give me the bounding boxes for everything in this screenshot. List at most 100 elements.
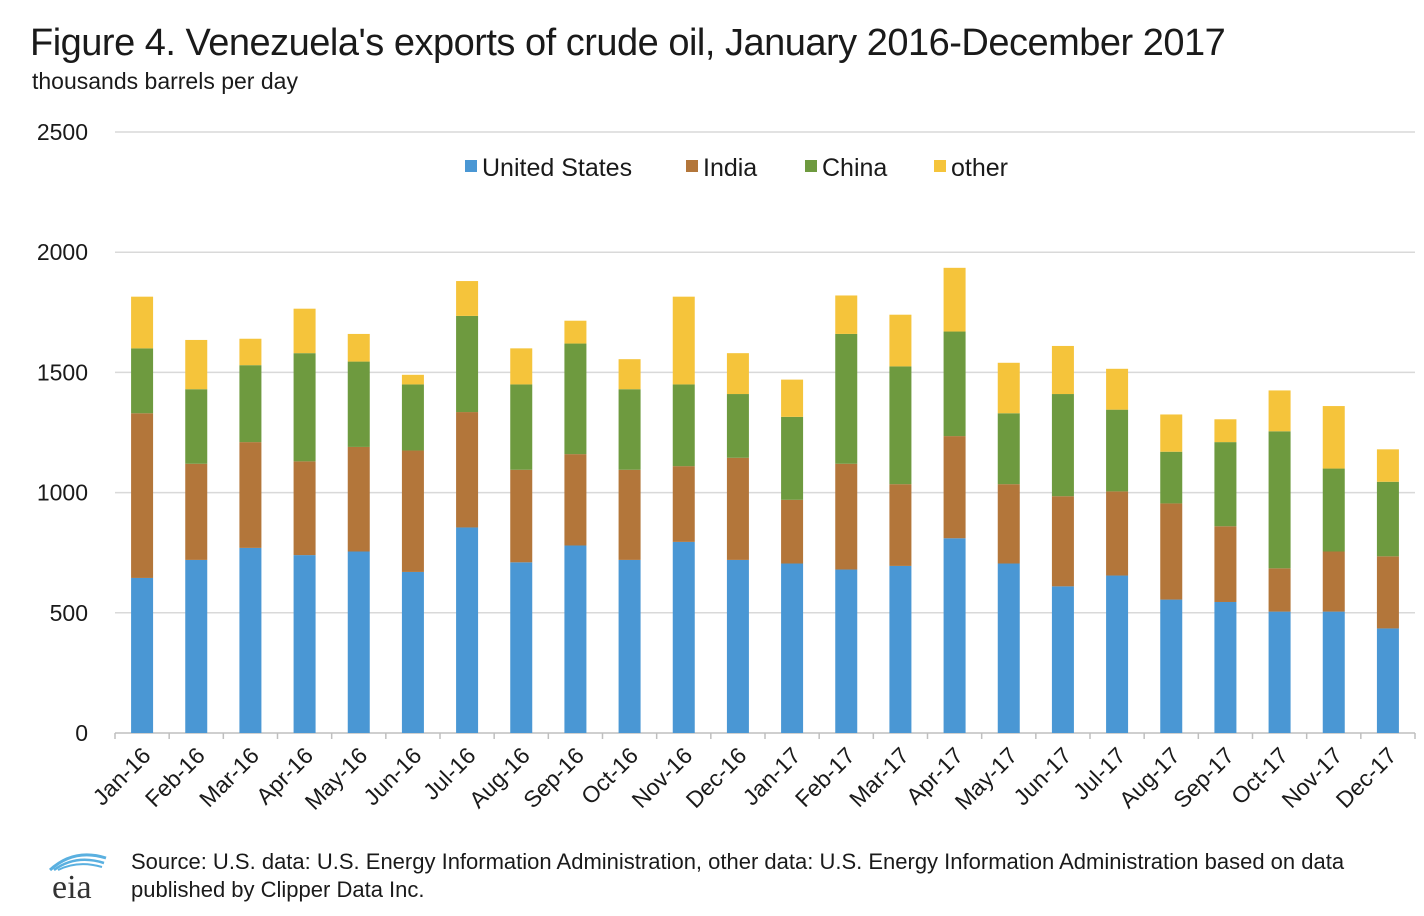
x-tick-label: Jun-17: [1008, 742, 1076, 810]
bar-segment-united-states: [1322, 611, 1345, 733]
legend-swatch-china: [805, 160, 817, 172]
bar-segment-china: [1376, 481, 1399, 557]
x-tick-label: Aug-16: [464, 742, 535, 813]
bar-segment-china: [401, 384, 424, 451]
bar-segment-other: [889, 314, 912, 367]
bar-segment-india: [1268, 568, 1291, 612]
bar-segment-other: [1214, 419, 1237, 443]
bar-segment-china: [1214, 442, 1237, 527]
bar-segment-china: [781, 416, 804, 500]
y-tick-label: 2000: [37, 239, 88, 265]
bar-segment-united-states: [1106, 575, 1129, 733]
bar-segment-united-states: [564, 545, 587, 733]
x-tick-label: Sep-17: [1168, 742, 1239, 813]
chart-subtitle: thousands barrels per day: [32, 68, 298, 94]
bar-segment-united-states: [1051, 586, 1074, 733]
legend-label-china: China: [822, 154, 887, 182]
bar-segment-other: [672, 296, 695, 385]
x-tick-label: Sep-16: [518, 742, 589, 813]
bar-segment-united-states: [510, 562, 533, 733]
logo-text: eia: [52, 869, 92, 902]
bar-segment-united-states: [293, 555, 316, 733]
bar-segment-other: [239, 338, 262, 366]
x-tick-label: Mar-16: [194, 742, 264, 812]
bar-segment-other: [1051, 345, 1074, 395]
bar-segment-india: [456, 412, 479, 528]
bar-segment-other: [564, 320, 587, 344]
bar-segment-china: [1106, 409, 1129, 492]
bar-segment-other: [1160, 414, 1183, 452]
bar-segment-india: [185, 463, 208, 560]
bar-segment-other: [293, 308, 316, 354]
bar-segment-china: [1160, 451, 1183, 504]
x-tick-label: Aug-17: [1114, 742, 1185, 813]
legend-label-other: other: [951, 154, 1008, 182]
bar-segment-other: [347, 333, 370, 362]
bar-segment-other: [726, 353, 749, 395]
bar-segment-united-states: [347, 551, 370, 733]
bar-segment-united-states: [889, 565, 912, 733]
bar-segment-india: [889, 484, 912, 566]
bar-segment-india: [997, 484, 1020, 564]
bar-segment-united-states: [239, 547, 262, 733]
bar-segment-china: [726, 394, 749, 458]
bar-segment-india: [293, 461, 316, 556]
bar-segment-india: [1376, 556, 1399, 629]
chart-title: Figure 4. Venezuela's exports of crude o…: [30, 22, 1226, 64]
x-tick-label: Dec-17: [1331, 742, 1402, 813]
bar-segment-other: [943, 267, 966, 332]
bar-segment-china: [347, 361, 370, 447]
bar-segment-united-states: [726, 559, 749, 733]
bar-segment-united-states: [131, 577, 154, 733]
bar-segment-united-states: [1160, 599, 1183, 733]
bar-segment-india: [510, 469, 533, 563]
bar-segment-other: [781, 379, 804, 417]
bar-segment-china: [997, 413, 1020, 485]
bar-segment-united-states: [1268, 611, 1291, 733]
bar-segment-india: [1051, 496, 1074, 587]
y-tick-label: 0: [75, 720, 88, 746]
bar-segment-other: [1322, 406, 1345, 469]
source-note: Source: U.S. data: U.S. Energy Informati…: [131, 849, 1345, 902]
bar-segment-china: [456, 315, 479, 413]
legend-label-united-states: United States: [482, 154, 632, 182]
bar-segment-other: [618, 359, 641, 390]
bar-segment-other: [1268, 390, 1291, 432]
bar-segment-other: [456, 281, 479, 316]
x-tick-label: Nov-16: [626, 742, 697, 813]
eia-logo: eia: [48, 853, 107, 902]
bar-segment-other: [185, 339, 208, 390]
bar-segment-united-states: [781, 563, 804, 733]
bar-segment-other: [1376, 449, 1399, 482]
bar-segment-united-states: [618, 559, 641, 733]
bar-segment-united-states: [835, 569, 858, 733]
bar-segment-india: [239, 442, 262, 548]
bar-segment-other: [835, 295, 858, 334]
bar-segment-china: [1322, 468, 1345, 552]
y-tick-label: 2500: [37, 119, 88, 145]
bar-segment-united-states: [401, 571, 424, 733]
x-tick-label: Jun-16: [358, 742, 426, 810]
y-tick-label: 500: [50, 600, 88, 626]
bar-segment-india: [618, 469, 641, 560]
bar-segment-china: [835, 333, 858, 464]
bar-segment-china: [185, 389, 208, 464]
legend-swatch-united-states: [465, 160, 477, 172]
bar-segment-china: [510, 384, 533, 470]
legend-swatch-other: [934, 160, 946, 172]
bar-segment-india: [347, 446, 370, 552]
bar-segment-united-states: [185, 559, 208, 733]
bar-segment-china: [672, 384, 695, 467]
bar-segment-united-states: [672, 541, 695, 733]
bar-segment-china: [1268, 431, 1291, 569]
bar-segment-china: [943, 331, 966, 437]
bar-segment-united-states: [456, 527, 479, 733]
bar-segment-india: [1322, 551, 1345, 612]
bar-segment-united-states: [1214, 601, 1237, 733]
bar-segment-india: [672, 466, 695, 542]
bar-segment-china: [293, 353, 316, 462]
bar-segment-india: [1214, 526, 1237, 602]
bar-segment-china: [1051, 394, 1074, 497]
y-tick-label: 1500: [37, 359, 88, 385]
